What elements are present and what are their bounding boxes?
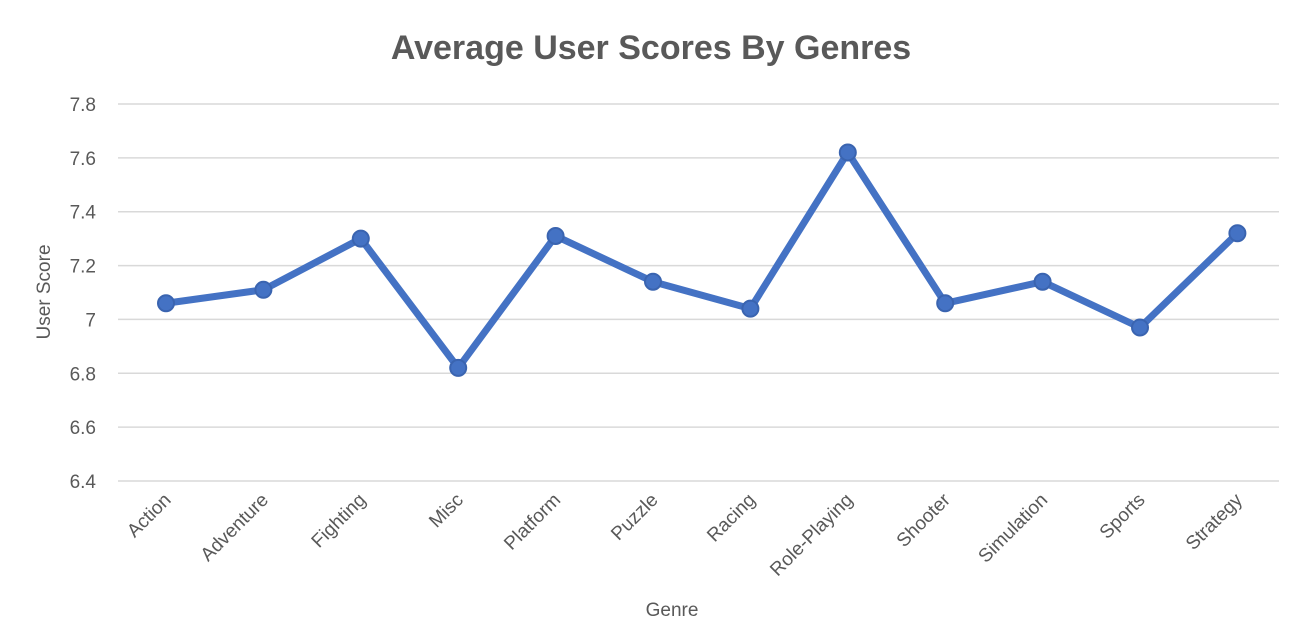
data-point-fighting [351, 229, 370, 248]
y-axis-ticks: 6.4 6.6 6.8 7 7.2 7.4 7.6 7.8 [70, 95, 97, 493]
series-line [162, 148, 1241, 372]
x-tick-label: Shooter [893, 489, 955, 551]
x-tick-label: Puzzle [607, 490, 662, 545]
data-point-platform [546, 226, 565, 245]
y-tick-label: 6.6 [70, 418, 96, 439]
x-axis-label: Genre [646, 600, 699, 621]
data-point-shooter [936, 294, 955, 313]
chart-title: Average User Scores By Genres [391, 29, 911, 67]
y-tick-label: 6.8 [70, 364, 96, 385]
data-point-puzzle [644, 272, 662, 291]
x-tick-label: Misc [425, 490, 467, 532]
x-tick-label: Action [123, 490, 175, 542]
x-tick-label: Adventure [197, 490, 273, 566]
data-point-role-playing [838, 143, 857, 162]
series-group [157, 143, 1247, 377]
x-tick-label: Platform [500, 490, 565, 555]
y-tick-label: 7.2 [70, 257, 96, 278]
y-tick-label: 7 [85, 310, 96, 331]
data-point-sports [1131, 318, 1149, 337]
y-tick-label: 7.8 [70, 95, 96, 116]
x-tick-label: Fighting [308, 490, 371, 553]
x-tick-label: Sports [1096, 490, 1150, 544]
y-tick-label: 7.4 [70, 203, 97, 224]
x-axis-ticks: Action Adventure Fighting Misc Platform Puzzl… [123, 489, 1247, 581]
y-tick-label: 7.6 [70, 149, 96, 170]
y-tick-label: 6.4 [70, 472, 97, 493]
y-axis-label: User Score [34, 244, 55, 339]
data-point-action [157, 294, 175, 313]
data-point-simulation [1033, 272, 1052, 291]
x-tick-label: Role-Playing [766, 490, 857, 581]
data-point-adventure [254, 280, 273, 299]
x-tick-label: Strategy [1182, 489, 1247, 554]
x-tick-label: Racing [703, 490, 760, 547]
data-point-racing [741, 299, 760, 318]
data-point-strategy [1228, 224, 1247, 243]
data-point-misc [449, 358, 468, 377]
x-tick-label: Simulation [975, 490, 1053, 568]
